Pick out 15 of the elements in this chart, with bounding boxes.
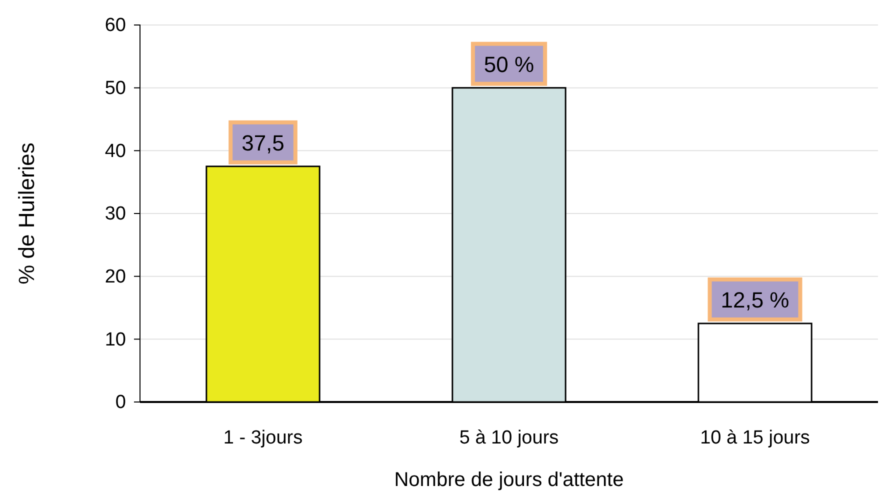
x-tick-label: 5 à 10 jours xyxy=(459,427,559,448)
data-label: 50 % xyxy=(484,52,534,77)
y-axis-title: % de Huileries xyxy=(14,142,39,284)
data-label: 37,5 xyxy=(242,130,284,156)
data-label: 12,5 % xyxy=(720,287,790,312)
y-tick-label: 50 xyxy=(104,78,126,99)
y-tick-label: 60 xyxy=(104,15,126,36)
y-tick-label: 20 xyxy=(104,266,126,288)
x-tick-label: 10 à 15 jours xyxy=(700,427,810,448)
y-tick-label: 30 xyxy=(104,204,126,225)
y-tick-label: 0 xyxy=(115,392,126,414)
y-tick-label: 40 xyxy=(104,140,126,162)
y-tick-label: 10 xyxy=(104,329,126,350)
x-tick-label: 1 - 3jours xyxy=(223,427,303,448)
x-axis-title: Nombre de jours d'attente xyxy=(394,469,624,491)
